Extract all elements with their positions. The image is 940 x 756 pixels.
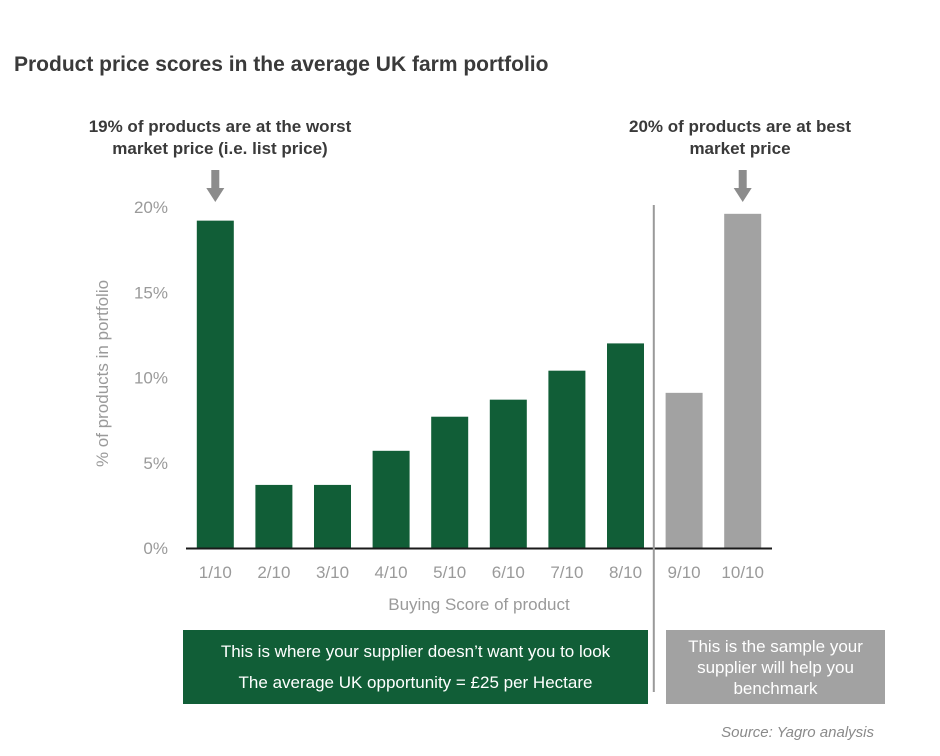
y-axis-label: % of products in portfolio xyxy=(93,280,112,467)
benchmark-banner-line3: benchmark xyxy=(733,678,818,698)
x-tick-label: 3/10 xyxy=(316,563,349,582)
bar-2-10 xyxy=(255,484,293,548)
y-tick-label: 20% xyxy=(134,198,168,217)
x-tick-label: 5/10 xyxy=(433,563,466,582)
x-tick-label: 1/10 xyxy=(199,563,232,582)
bar-9-10 xyxy=(665,392,703,548)
bar-10-10 xyxy=(724,213,762,548)
worst-price-callout: 19% of products are at the worst market … xyxy=(40,116,400,160)
y-tick-label: 10% xyxy=(134,369,168,388)
bar-4-10 xyxy=(372,450,410,548)
best-price-callout-line2: market price xyxy=(689,139,791,158)
supplier-hidden-banner: This is where your supplier doesn’t want… xyxy=(183,630,648,704)
down-arrow-icon xyxy=(206,170,225,202)
x-tick-label: 7/10 xyxy=(550,563,583,582)
worst-price-callout-line1: 19% of products are at the worst xyxy=(88,117,352,136)
supplier-hidden-banner-line2: The average UK opportunity = £25 per Hec… xyxy=(238,673,593,692)
benchmark-banner-line1: This is the sample your xyxy=(688,636,863,656)
best-price-callout-line1: 20% of products are at best xyxy=(628,117,851,136)
benchmark-banner: This is the sample your supplier will he… xyxy=(666,630,885,704)
chart-title: Product price scores in the average UK f… xyxy=(14,53,549,76)
y-tick-label: 15% xyxy=(134,283,168,302)
worst-price-callout-line2: market price (i.e. list price) xyxy=(112,139,328,158)
bar-7-10 xyxy=(548,370,586,548)
y-tick-label: 5% xyxy=(143,454,168,473)
benchmark-banner-line2: supplier will help you xyxy=(697,657,854,677)
x-axis-label: Buying Score of product xyxy=(388,595,570,614)
bar-5-10 xyxy=(431,416,469,548)
y-tick-label: 0% xyxy=(143,539,168,558)
x-tick-label: 6/10 xyxy=(492,563,525,582)
source-note: Source: Yagro analysis xyxy=(721,724,874,741)
bar-1-10 xyxy=(196,220,234,548)
supplier-hidden-banner-line1: This is where your supplier doesn’t want… xyxy=(220,642,611,661)
x-tick-label: 4/10 xyxy=(375,563,408,582)
x-tick-label: 10/10 xyxy=(721,563,764,582)
x-tick-label: 2/10 xyxy=(257,563,290,582)
bar-3-10 xyxy=(314,484,351,548)
bar-8-10 xyxy=(607,343,644,548)
x-tick-label: 9/10 xyxy=(668,563,701,582)
x-tick-label: 8/10 xyxy=(609,563,642,582)
down-arrow-icon xyxy=(733,170,752,202)
best-price-callout: 20% of products are at best market price xyxy=(580,116,900,160)
bar-6-10 xyxy=(489,399,527,548)
